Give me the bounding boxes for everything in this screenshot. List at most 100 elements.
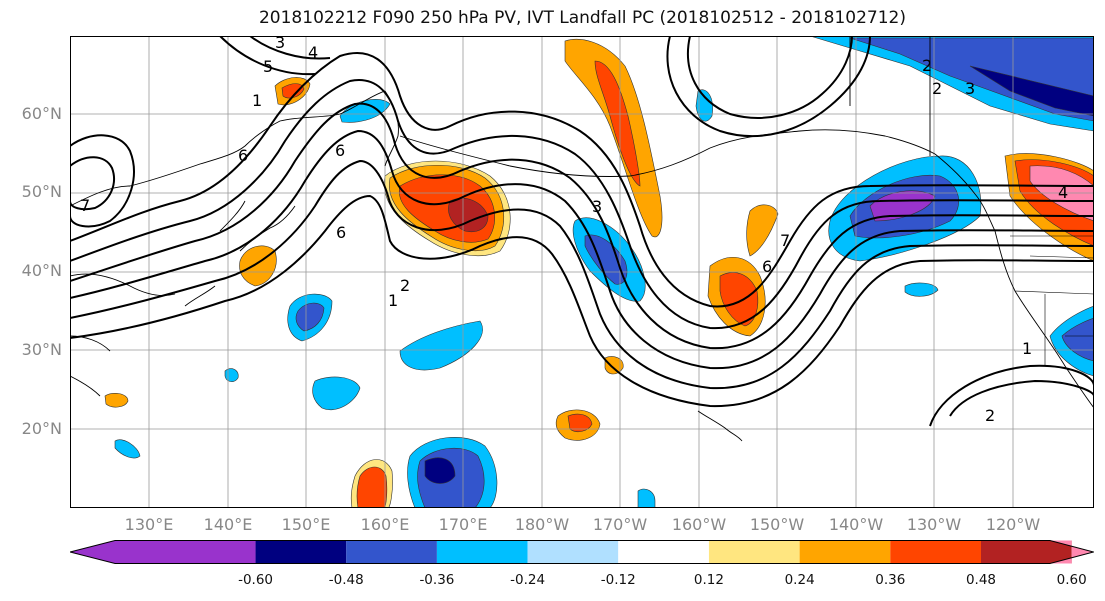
lon-label-140w: 140°W	[828, 515, 884, 534]
colorbar-tick-label: 0.48	[965, 572, 997, 588]
shade-neg-small-e	[114, 439, 141, 459]
lon-label-130w: 130°W	[906, 515, 962, 534]
shade-neg-gulf-alaska-core	[849, 37, 1094, 122]
coast-east-asia	[70, 90, 386, 207]
contour-label: 7	[780, 231, 790, 250]
colorbar-segment	[527, 540, 619, 564]
pv-contour-loop-gulf	[666, 36, 871, 138]
shade-neg-170e	[399, 320, 483, 371]
contour-label: 6	[762, 257, 772, 276]
contour-label: 5	[263, 57, 273, 76]
lon-label-170w: 170°W	[592, 515, 648, 534]
colorbar-tick-label: 0.12	[693, 572, 724, 588]
contour-label: 4	[1058, 183, 1068, 202]
map-frame	[70, 36, 1094, 508]
lon-label-140e: 140°E	[203, 515, 253, 534]
contour-label: 1	[388, 291, 398, 310]
shade-neg-ne-pacific-min	[869, 190, 936, 222]
colorbar-tick-label: -0.48	[328, 572, 364, 588]
shade-neg-gulf-alaska-min	[969, 65, 1094, 117]
pv-contour-5	[70, 159, 1094, 390]
shade-pos-kamchatka-core	[281, 83, 305, 99]
lon-label-130e: 130°E	[124, 515, 174, 534]
shade-neg-small-g	[637, 488, 656, 508]
contour-label: 1	[1022, 339, 1032, 358]
colorbar-tick-label: -0.36	[419, 572, 455, 588]
colorbar-segment	[708, 540, 800, 564]
graticule	[70, 36, 1094, 508]
lat-label-20n: 20°N	[21, 419, 62, 438]
contour-label: 7	[80, 196, 90, 215]
colorbar-segment	[799, 540, 891, 564]
pv-contour-loop-west	[70, 134, 135, 228]
shade-neg-small-f	[695, 89, 713, 122]
lon-label-180w: 180°W	[514, 515, 570, 534]
colorbar-tick-label: 0.24	[784, 572, 815, 588]
contour-label: 3	[275, 36, 285, 52]
colorbar-segment	[1049, 540, 1094, 564]
contour-label: 6	[336, 223, 346, 242]
contour-label: 2	[932, 79, 942, 98]
shade-pos-japan	[239, 245, 277, 287]
pv-contour-6	[70, 194, 1094, 408]
colorbar-outline	[70, 540, 1094, 564]
colorbar-segment	[618, 540, 709, 564]
lon-label-170e: 170°E	[438, 515, 488, 534]
contour-label: 2	[922, 56, 932, 75]
map-panel: 3 4 5 1 6 7 6 1 2 3 6 2 7 6 2 3 4 1 2	[70, 36, 1094, 508]
shade-pos-tropical-core	[356, 466, 388, 508]
pv-contour-loop-west-2	[70, 156, 115, 211]
lon-label-150w: 150°W	[749, 515, 805, 534]
shade-neg-160e-20n	[312, 376, 361, 410]
shade-neg-150e-core	[295, 302, 325, 332]
contour-label: 4	[308, 43, 318, 62]
colorbar-tick-label: -0.12	[600, 572, 636, 588]
colorbar-segment	[980, 540, 1072, 564]
contour-label: 3	[592, 197, 602, 216]
contour-label: 6	[335, 141, 345, 160]
contour-label-group: 3 4 5 1 6 7 6 1 2 3 6 2 7 6 2 3 4 1 2	[80, 36, 1068, 425]
colorbar-segment	[346, 540, 437, 564]
shade-pos-150w-north	[746, 204, 779, 257]
coast-bc	[934, 153, 996, 232]
ivt-shading	[104, 36, 1094, 508]
pv-contours	[70, 36, 1094, 427]
state-borders	[1010, 235, 1094, 366]
pv-contour-4	[70, 129, 1094, 370]
coast-alaska	[709, 129, 936, 155]
colorbar-segment	[70, 540, 256, 564]
colorbar-segment	[436, 540, 528, 564]
colorbar-tick-label: 0.36	[875, 572, 906, 588]
colorbar-segment	[255, 540, 347, 564]
contour-label: 3	[965, 79, 975, 98]
shade-pos-small-b	[604, 356, 624, 375]
pv-contour-top-1	[249, 36, 331, 60]
map-title: 2018102212 F090 250 hPa PV, IVT Landfall…	[258, 8, 906, 28]
pv-contour-top-2	[219, 36, 316, 76]
lon-label-150e: 150°E	[281, 515, 331, 534]
contour-label: 1	[252, 91, 262, 110]
colorbar-tick-label: -0.24	[510, 572, 546, 588]
shade-neg-small-d	[224, 368, 239, 382]
pv-contour-loop-sw-ca-2	[949, 379, 1094, 417]
pv-contour-1	[70, 51, 1094, 308]
lat-label-30n: 30°N	[21, 340, 62, 359]
colorbar-tick-label: 0.60	[1056, 572, 1087, 588]
lon-label-160w: 160°W	[671, 515, 727, 534]
pv-contour-2	[70, 79, 1094, 330]
colorbar-segment	[890, 540, 981, 564]
lat-label-40n: 40°N	[21, 261, 62, 280]
colorbar	[70, 540, 1094, 564]
contour-label: 6	[238, 146, 248, 165]
shade-pos-alaska-strip	[564, 38, 663, 238]
colorbar-tick-label: -0.60	[238, 572, 274, 588]
coast-hawaii	[697, 410, 743, 442]
colorbar-segments	[70, 540, 1094, 564]
pv-contour-3	[70, 102, 1094, 350]
contour-label: 2	[985, 406, 995, 425]
shade-pos-small-a	[104, 392, 129, 408]
pv-contour-loop-sw-ca	[929, 364, 1094, 427]
shade-neg-tropical-min	[424, 457, 456, 484]
shade-neg-small-c	[904, 282, 939, 297]
lon-label-160e: 160°E	[360, 515, 410, 534]
